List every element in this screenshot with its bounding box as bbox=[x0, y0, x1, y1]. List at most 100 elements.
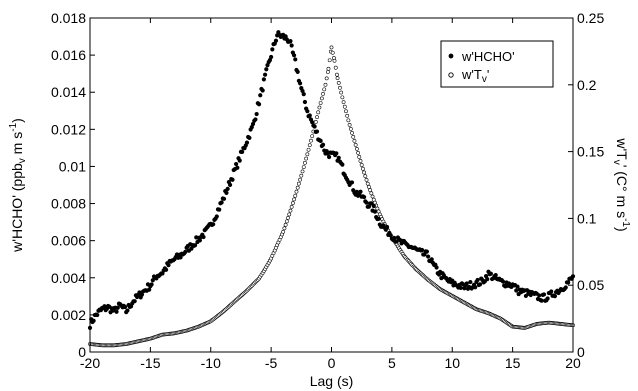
tv-point bbox=[335, 76, 340, 81]
hcho-point bbox=[439, 276, 444, 281]
left-axis-title-close: ) bbox=[9, 118, 25, 123]
hcho-point bbox=[434, 265, 439, 270]
tv-point bbox=[326, 66, 331, 71]
tv-point bbox=[350, 130, 354, 135]
hcho-point bbox=[392, 235, 397, 241]
hcho-point bbox=[234, 161, 239, 167]
tv-point bbox=[282, 226, 287, 231]
hcho-point bbox=[178, 255, 183, 260]
hcho-point bbox=[237, 158, 242, 163]
hcho-point bbox=[269, 54, 274, 60]
hcho-point bbox=[114, 309, 119, 314]
tv-point bbox=[335, 72, 339, 77]
hcho-point bbox=[475, 277, 480, 283]
tv-point bbox=[296, 181, 301, 186]
hcho-point bbox=[364, 200, 369, 205]
tv-point bbox=[360, 166, 365, 171]
hcho-point bbox=[545, 296, 550, 301]
tv-point bbox=[354, 147, 359, 151]
tv-point bbox=[327, 58, 332, 63]
plot-frame bbox=[89, 17, 574, 353]
legend-label-hcho: w'HCHO' bbox=[461, 49, 515, 64]
right-tick-label: 0.25 bbox=[577, 10, 604, 26]
hcho-point bbox=[298, 81, 303, 86]
hcho-point bbox=[541, 292, 547, 297]
tv-point bbox=[307, 143, 312, 148]
tv-point bbox=[369, 191, 374, 196]
hcho-point bbox=[354, 189, 359, 194]
hcho-point bbox=[468, 279, 473, 285]
x-tick-label: -5 bbox=[265, 355, 278, 371]
tv-point bbox=[318, 101, 323, 105]
hcho-point bbox=[376, 216, 381, 221]
hcho-point bbox=[139, 292, 145, 297]
hcho-point bbox=[515, 284, 520, 289]
tv-point bbox=[288, 208, 293, 213]
hcho-point bbox=[211, 222, 216, 227]
hcho-point bbox=[295, 69, 300, 74]
left-axis-title-units: m s bbox=[9, 132, 25, 158]
hcho-point bbox=[95, 312, 100, 318]
hcho-point bbox=[310, 120, 315, 125]
tv-point bbox=[298, 177, 303, 182]
hcho-point bbox=[566, 280, 571, 285]
legend-label-tv-main: w'T bbox=[461, 67, 482, 82]
hcho-point bbox=[225, 186, 230, 192]
hcho-point bbox=[326, 154, 332, 160]
legend-box bbox=[440, 40, 554, 88]
hcho-point bbox=[147, 287, 152, 292]
x-tick-label: -15 bbox=[140, 355, 160, 371]
tv-point bbox=[309, 138, 313, 143]
hcho-point bbox=[318, 138, 323, 143]
hcho-point bbox=[253, 117, 258, 122]
tv-point bbox=[323, 82, 328, 87]
tv-point bbox=[336, 81, 341, 85]
hcho-point bbox=[270, 47, 275, 52]
hcho-point bbox=[122, 304, 128, 310]
tv-point bbox=[303, 160, 307, 165]
hcho-point bbox=[201, 234, 206, 240]
tv-point bbox=[342, 104, 347, 109]
legend-label-tv-sub: v bbox=[482, 74, 487, 85]
hcho-point bbox=[334, 151, 339, 156]
hcho-point bbox=[358, 189, 363, 194]
left-tick-label: 0.016 bbox=[51, 47, 86, 63]
tv-point bbox=[324, 76, 329, 81]
hcho-point bbox=[426, 254, 431, 259]
x-tick-label: 10 bbox=[444, 355, 460, 371]
hcho-point bbox=[197, 238, 202, 243]
hcho-point bbox=[264, 67, 269, 72]
tv-point bbox=[351, 135, 356, 139]
hcho-point bbox=[149, 282, 154, 287]
hcho-point bbox=[429, 257, 434, 262]
hcho-point bbox=[302, 99, 308, 105]
hcho-point bbox=[166, 263, 171, 268]
hcho-point bbox=[224, 190, 229, 196]
hcho-point bbox=[256, 102, 262, 107]
hcho-point bbox=[288, 39, 293, 44]
hcho-point bbox=[230, 177, 235, 182]
hcho-point bbox=[307, 113, 312, 118]
hcho-point bbox=[258, 93, 263, 98]
x-tick-label: -20 bbox=[80, 355, 100, 371]
hcho-point bbox=[235, 165, 240, 170]
tv-point bbox=[329, 45, 334, 50]
hcho-point bbox=[488, 271, 493, 276]
tv-point bbox=[292, 197, 296, 202]
right-axis-title-sub: v bbox=[611, 160, 622, 165]
tv-point bbox=[306, 147, 311, 152]
tv-point bbox=[345, 113, 350, 118]
tv-point bbox=[365, 181, 370, 186]
right-tick-label: 0.1 bbox=[577, 210, 597, 226]
tv-point bbox=[299, 173, 304, 178]
hcho-point bbox=[563, 285, 568, 290]
hcho-point bbox=[336, 155, 341, 160]
right-tick-label: 0.05 bbox=[577, 277, 604, 293]
hcho-point bbox=[254, 111, 259, 117]
tv-point bbox=[344, 109, 348, 114]
tv-point bbox=[290, 201, 295, 206]
hcho-point bbox=[320, 142, 326, 147]
tv-point bbox=[322, 87, 327, 92]
hcho-point bbox=[273, 38, 279, 43]
